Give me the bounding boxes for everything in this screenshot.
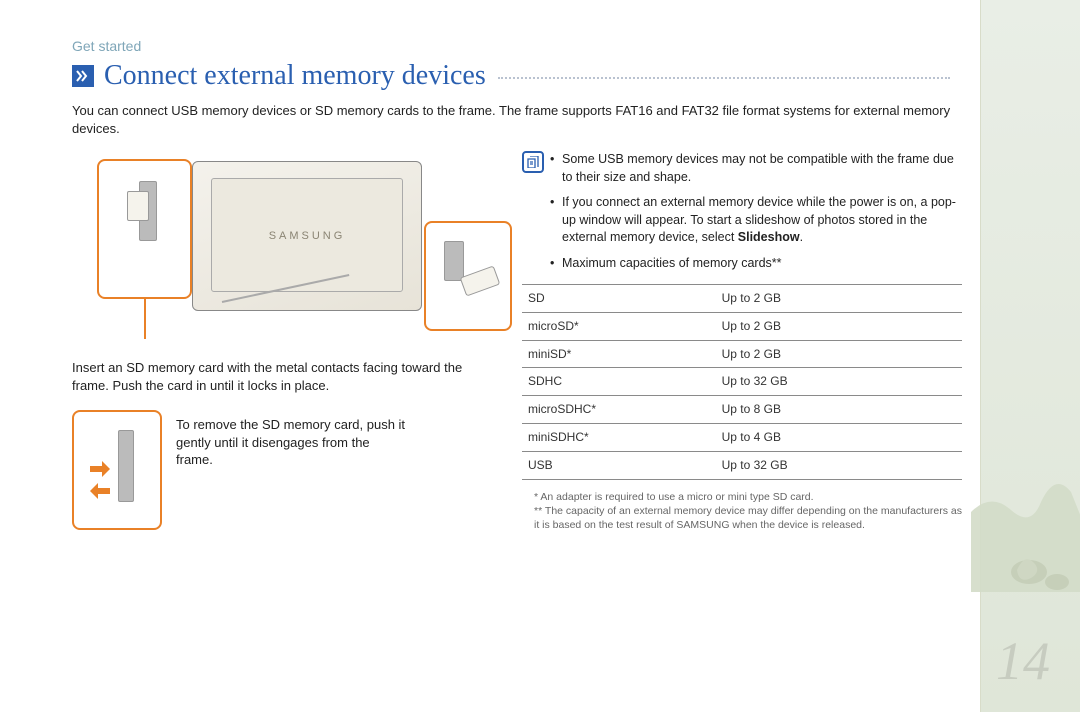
footnote-2: ** The capacity of an external memory de… — [534, 504, 962, 532]
memory-capacity-table: SDUp to 2 GB microSD*Up to 2 GB miniSD*U… — [522, 284, 962, 480]
note-bullet-1: Some USB memory devices may not be compa… — [550, 151, 962, 186]
table-row: microSDHC*Up to 8 GB — [522, 396, 962, 424]
insert-caption: Insert an SD memory card with the metal … — [72, 359, 472, 394]
page-number: 14 — [996, 630, 1050, 692]
table-row: microSD*Up to 2 GB — [522, 312, 962, 340]
sidebar-decoration — [980, 0, 1080, 712]
title-row: Connect external memory devices — [72, 60, 980, 92]
table-row: SDHCUp to 32 GB — [522, 368, 962, 396]
diagram-main: SAMSUNG — [72, 151, 472, 341]
sd-slot-callout — [97, 159, 192, 299]
note-icon — [522, 151, 544, 173]
note-bullet-2-post: . — [800, 230, 803, 244]
breadcrumb: Get started — [72, 38, 980, 54]
footnote-1: * An adapter is required to use a micro … — [534, 490, 962, 504]
note-bullet-3: Maximum capacities of memory cards** — [550, 255, 962, 273]
brand-label: SAMSUNG — [269, 230, 346, 242]
table-row: miniSDHC*Up to 4 GB — [522, 424, 962, 452]
title-dotted-line — [498, 77, 950, 79]
note-bullet-2-bold: Slideshow — [738, 230, 800, 244]
remove-sd-callout — [72, 410, 162, 530]
usb-slot-callout — [424, 221, 512, 331]
arrow-icon — [72, 65, 94, 87]
table-row: USBUp to 32 GB — [522, 451, 962, 479]
note-bullet-2: If you connect an external memory device… — [550, 194, 962, 247]
intro-text: You can connect USB memory devices or SD… — [72, 102, 952, 137]
page-title: Connect external memory devices — [104, 60, 486, 92]
remove-caption: To remove the SD memory card, push it ge… — [176, 410, 406, 530]
table-row: SDUp to 2 GB — [522, 285, 962, 313]
table-row: miniSD*Up to 2 GB — [522, 340, 962, 368]
frame-illustration: SAMSUNG — [192, 161, 422, 311]
